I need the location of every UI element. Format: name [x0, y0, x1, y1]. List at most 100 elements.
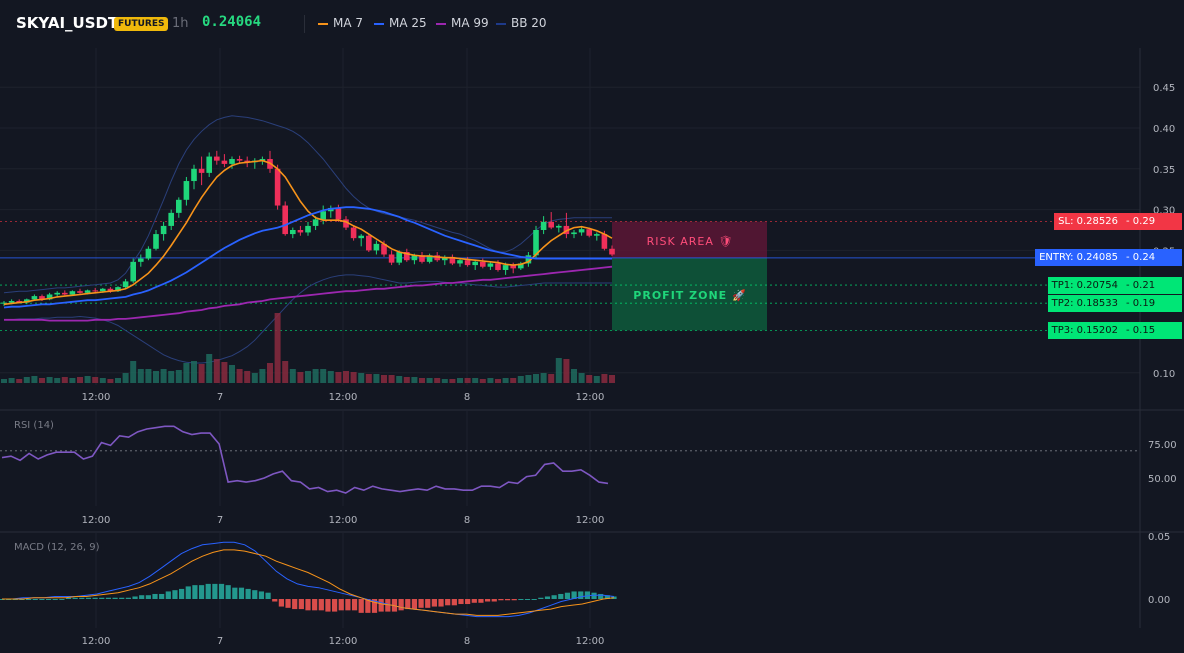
- macd-histogram-bar: [272, 599, 278, 602]
- volume-bar: [84, 376, 91, 383]
- candlesticks[interactable]: [1, 150, 615, 306]
- candle: [130, 258, 136, 284]
- macd-histogram-bar: [438, 599, 444, 607]
- macd-histogram-bar: [398, 599, 404, 611]
- risk-area-label: RISK AREA 🛡: [647, 235, 734, 248]
- candle: [358, 234, 364, 247]
- macd-histogram-bar: [325, 599, 331, 612]
- volume-bar: [434, 378, 441, 383]
- candle-body: [160, 225, 167, 235]
- macd-histogram-bar: [485, 599, 491, 602]
- candle-body: [206, 156, 212, 173]
- candle: [31, 294, 38, 301]
- candle: [297, 225, 304, 236]
- macd-histogram-bar: [312, 599, 318, 611]
- candle-body: [122, 281, 129, 288]
- volume-bar: [61, 377, 68, 383]
- candle-body: [305, 225, 311, 233]
- rsi-line: [1, 425, 609, 494]
- tp3-price-label: TP3: 0.15202: [1047, 321, 1122, 339]
- candle-body: [274, 168, 281, 206]
- timeframe-label[interactable]: 1h: [172, 16, 189, 31]
- legend-bb20[interactable]: BB 20: [496, 16, 547, 30]
- candle-body: [533, 230, 539, 256]
- time-axis-tick-2-4: 12:00: [576, 636, 605, 647]
- macd-axis-tick-1: 0.00: [1148, 595, 1170, 606]
- candle: [92, 287, 98, 293]
- candle-body: [229, 159, 235, 164]
- macd-histogram-bar: [65, 597, 72, 599]
- volume-bar: [168, 371, 175, 383]
- candle: [198, 156, 205, 186]
- candle-body: [502, 265, 509, 270]
- macd-histogram-bar: [212, 583, 218, 599]
- macd-histogram-bar: [365, 599, 371, 613]
- macd-histogram-bar: [32, 599, 38, 600]
- volume-bar: [388, 375, 395, 383]
- macd-histogram-bar: [591, 592, 597, 599]
- macd-histogram-bar: [218, 583, 225, 599]
- candle: [472, 260, 478, 270]
- macd-histogram-bar: [431, 599, 437, 607]
- candle-body: [214, 156, 220, 161]
- legend-ma99-swatch: [436, 22, 446, 25]
- volume-bar: [244, 371, 251, 383]
- last-price: 0.24064: [202, 14, 262, 30]
- candle-body: [282, 205, 288, 235]
- macd-histogram-bar: [491, 599, 497, 602]
- macd-histogram-bar: [411, 599, 418, 610]
- macd-histogram-bar: [478, 599, 484, 603]
- macd-histogram-bar: [258, 591, 265, 599]
- macd-histogram-bar: [445, 599, 451, 606]
- macd-histogram-bar: [159, 593, 165, 599]
- volume-bar: [267, 363, 273, 383]
- macd-histogram-bar: [105, 597, 112, 599]
- volume-bar: [449, 379, 456, 383]
- legend-ma99[interactable]: MA 99: [436, 16, 489, 30]
- macd-histogram-bar: [225, 585, 231, 599]
- legend-ma99-label: MA 99: [451, 16, 489, 30]
- macd-histogram-bar: [425, 599, 431, 608]
- volume-bar: [457, 378, 463, 383]
- volume-bar: [381, 375, 387, 383]
- macd-histogram-bar: [338, 599, 344, 611]
- candle-body: [396, 252, 402, 263]
- symbol-title[interactable]: SKYAI_USDT: [16, 14, 119, 32]
- profit-zone: [612, 257, 767, 331]
- candle: [206, 152, 212, 177]
- candle-body: [419, 255, 425, 262]
- macd-histogram-bar: [538, 597, 544, 599]
- macd-histogram-bar: [544, 596, 551, 599]
- candle: [214, 150, 220, 165]
- candle-body: [84, 290, 91, 293]
- candle: [525, 252, 532, 267]
- volume-bar: [335, 372, 342, 383]
- time-axis-tick-0-2: 12:00: [329, 392, 358, 403]
- candle-body: [540, 221, 547, 230]
- legend-ma25[interactable]: MA 25: [374, 16, 427, 30]
- volume-bar: [479, 379, 486, 383]
- macd-histogram-bar: [185, 586, 191, 599]
- candle-body: [62, 292, 68, 295]
- candle-body: [244, 160, 250, 163]
- candle: [571, 230, 577, 239]
- candle: [464, 256, 471, 267]
- macd-histogram-bar: [59, 599, 65, 600]
- macd-histogram-bar: [205, 583, 211, 599]
- volume-bar: [8, 378, 15, 383]
- macd-histogram-bar: [318, 599, 324, 611]
- volume-bar: [358, 373, 365, 383]
- price-axis-tick-3: 0.30: [1153, 206, 1175, 217]
- volume-bar: [510, 378, 517, 383]
- candle-body: [115, 287, 121, 292]
- candle-body: [297, 230, 304, 233]
- macd-histogram-bar: [172, 590, 178, 599]
- macd-histogram-bar: [465, 599, 471, 605]
- volume-bar: [137, 369, 144, 383]
- candle-body: [130, 261, 136, 282]
- risk-area-zone: [612, 221, 767, 258]
- legend-ma7[interactable]: MA 7: [318, 16, 363, 30]
- macd-histogram-bar: [72, 597, 78, 599]
- time-axis-tick-1-0: 12:00: [82, 515, 111, 526]
